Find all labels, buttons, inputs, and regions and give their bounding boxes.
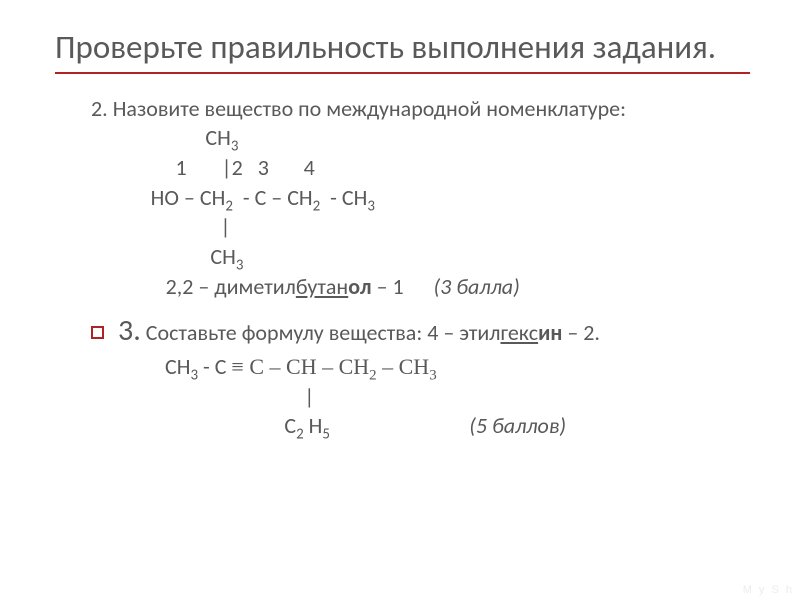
q2-text: Назовите вещество по международной номен… — [113, 95, 626, 122]
accent-rule — [55, 72, 750, 74]
q2-struct-l3: НО – СН2 - С – СН2 - СН3 — [91, 183, 750, 213]
q3-struct-l3: С2 Н5 (5 баллов) — [165, 411, 750, 441]
bullet-icon — [91, 326, 104, 339]
q2-answer: 2,2 – диметилбутанол – 1 (3 балла) — [91, 272, 750, 302]
q2-struct-l2: 1 |2 3 4 — [91, 153, 750, 183]
q3-struct-l2: | — [165, 382, 750, 412]
q2-struct-l4: | — [91, 212, 750, 242]
slide-body: 2. Назовите вещество по международной но… — [55, 94, 750, 441]
q2-struct-l5: СН3 — [91, 242, 750, 272]
q3-prompt: 3. Составьте формулу вещества: 4 – этилг… — [91, 311, 750, 352]
watermark: M y S h — [743, 584, 794, 596]
slide-title: Проверьте правильность выполнения задани… — [55, 28, 750, 68]
q3-number: 3. — [118, 312, 141, 349]
slide: Проверьте правильность выполнения задани… — [0, 0, 800, 600]
q2-prompt: 2. Назовите вещество по международной но… — [91, 94, 750, 124]
q2-number: 2. — [91, 95, 108, 122]
q3-struct-l1: СН3 - С ≡ С – СН – СН2 – СН3 — [165, 352, 750, 382]
q2-struct-l1: СН3 — [91, 123, 750, 153]
